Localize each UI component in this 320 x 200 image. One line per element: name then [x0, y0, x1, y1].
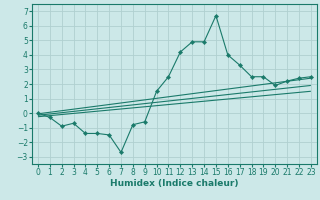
- X-axis label: Humidex (Indice chaleur): Humidex (Indice chaleur): [110, 179, 239, 188]
